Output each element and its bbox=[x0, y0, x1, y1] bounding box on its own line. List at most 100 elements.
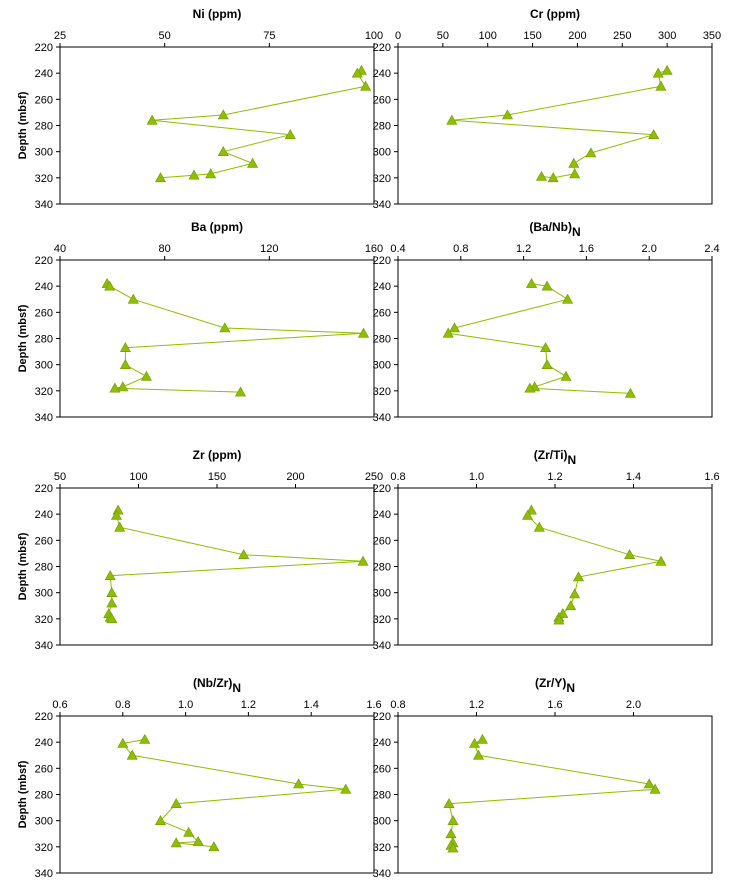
panel-8-frame bbox=[397, 715, 713, 874]
panel-2: Cr (ppm) 0 50 100 150 200 250 300 350 220 240 260 28… bbox=[373, 7, 722, 211]
panel-8-point-4 bbox=[643, 778, 655, 789]
panel-3-ylabel: Depth (mbsf) bbox=[17, 304, 29, 372]
panel-2-xtick-label: 350 bbox=[703, 30, 721, 42]
panel-5-ytick-label: 300 bbox=[35, 588, 53, 600]
panel-3-point-7 bbox=[119, 359, 131, 370]
panel-7-point-6 bbox=[170, 798, 182, 809]
panel-4-xtick-label: 2.4 bbox=[704, 243, 719, 255]
panel-7-ytick-label: 240 bbox=[35, 737, 53, 749]
panel-8-point-1 bbox=[476, 733, 488, 744]
panel-5-point-3 bbox=[114, 521, 126, 532]
panel-2-xtick-label: 300 bbox=[658, 30, 676, 42]
panel-7-series-line bbox=[121, 739, 346, 848]
panel-5-xtick-label: 250 bbox=[365, 471, 383, 483]
panel-8-ytick-label: 300 bbox=[373, 816, 391, 828]
panel-8-title-sub: N bbox=[566, 681, 575, 695]
panel-1-ytick-label: 260 bbox=[35, 94, 53, 106]
panel-5-xtick-label: 200 bbox=[286, 471, 304, 483]
panel-4-point-5 bbox=[442, 327, 454, 338]
panel-7-point-1 bbox=[139, 733, 151, 744]
panel-5-series-line bbox=[108, 510, 364, 620]
panel-4-point-3 bbox=[562, 293, 574, 304]
panel-8-point-6 bbox=[443, 798, 455, 809]
panel-4-point-7 bbox=[541, 359, 553, 370]
panel-7-ytick-label: 320 bbox=[35, 842, 53, 854]
panel-8-title-main: (Zr/Y) bbox=[535, 676, 566, 690]
panel-8-point-3 bbox=[472, 749, 485, 760]
panel-8-xtick-label: 1.6 bbox=[547, 699, 562, 711]
panel-7-point-3 bbox=[126, 749, 138, 760]
panel-1-point-7 bbox=[217, 146, 229, 156]
panel-5-point-7 bbox=[106, 587, 118, 598]
panel-5-xtick-label: 50 bbox=[54, 471, 66, 483]
panel-8-point-5 bbox=[649, 783, 661, 794]
panel-2-point-5 bbox=[446, 114, 458, 125]
panel-7-title-main: (Nb/Zr) bbox=[193, 676, 232, 690]
panel-5-point-8 bbox=[106, 597, 118, 608]
panel-2-xtick-label: 0 bbox=[395, 30, 401, 42]
panel-1-point-8 bbox=[247, 157, 259, 168]
panel-3-ytick-label: 300 bbox=[35, 360, 53, 372]
panel-4-ytick-label: 340 bbox=[373, 412, 391, 424]
panel-7-point-9 bbox=[192, 835, 204, 846]
panel-7-ytick-label: 260 bbox=[35, 763, 53, 775]
panel-2-ytick-label: 320 bbox=[373, 173, 391, 185]
panel-7-xtick-label: 0.6 bbox=[52, 699, 67, 711]
panel-8-ytick-label: 220 bbox=[373, 711, 391, 723]
panel-7-point-5 bbox=[340, 783, 352, 794]
panel-6-ytick-label: 240 bbox=[373, 509, 391, 521]
panel-2-xtick-label: 50 bbox=[437, 30, 449, 42]
panel-5-point-5 bbox=[357, 555, 369, 566]
panel-5-title-main: Zr (ppm) bbox=[193, 448, 242, 462]
panel-6-point-3 bbox=[533, 521, 545, 532]
panel-7-ytick-label: 220 bbox=[35, 711, 53, 723]
panel-8-title: (Zr/Y)N bbox=[535, 676, 575, 695]
panel-1-title: Ni (ppm) bbox=[193, 7, 242, 21]
panel-4-frame bbox=[397, 259, 713, 418]
panel-2-point-6 bbox=[648, 129, 660, 139]
panel-6-series-line bbox=[526, 509, 662, 621]
panel-4-series-line bbox=[447, 283, 631, 394]
panel-5-point-6 bbox=[104, 570, 116, 581]
panel-4-ytick-label: 320 bbox=[373, 386, 391, 398]
panel-8-xtick-label: 0.8 bbox=[390, 699, 405, 711]
panel-6: (Zr/Ti)N 0.8 1.0 1.2 1.4 1.6 220 240 260 280 300 32… bbox=[373, 448, 720, 652]
panel-7-ytick-label: 340 bbox=[35, 868, 53, 880]
panel-1-series-line bbox=[152, 70, 367, 179]
panel-3-xtick-label: 160 bbox=[365, 243, 383, 255]
panel-1-point-6 bbox=[284, 129, 296, 139]
panel-6-point-5 bbox=[655, 555, 667, 566]
panel-4-xtick-label: 0.8 bbox=[453, 243, 468, 255]
panel-3-point-5 bbox=[357, 327, 370, 338]
panel-4-xtick-label: 1.2 bbox=[516, 243, 531, 255]
panel-4-point-10 bbox=[524, 382, 536, 393]
panel-7-xtick-label: 1.2 bbox=[241, 699, 256, 711]
panel-4-title-main: (Ba/Nb) bbox=[529, 220, 572, 234]
panel-2-xtick-label: 150 bbox=[523, 30, 541, 42]
panel-6-xtick-label: 1.4 bbox=[626, 471, 641, 483]
panel-1-point-11 bbox=[154, 172, 167, 183]
panel-1-point-2 bbox=[351, 67, 363, 78]
panel-6-ytick-label: 300 bbox=[373, 588, 391, 600]
panel-6-point-6 bbox=[572, 571, 585, 582]
panel-3-title: Ba (ppm) bbox=[191, 220, 243, 234]
panel-2-ytick-label: 260 bbox=[373, 94, 391, 106]
panel-8: (Zr/Y)N 0.8 1.2 1.6 2.0 220 240 260 280 300 320 340 bbox=[373, 676, 713, 880]
panel-2-point-9 bbox=[569, 168, 581, 179]
panel-3-point-2 bbox=[104, 280, 116, 291]
panel-5-point-2 bbox=[110, 509, 123, 520]
panel-8-xtick-label: 1.2 bbox=[469, 699, 484, 711]
panel-4-ytick-label: 280 bbox=[373, 334, 391, 346]
panel-3-point-3 bbox=[127, 293, 139, 304]
panel-4-point-4 bbox=[448, 322, 461, 333]
panel-2-point-3 bbox=[655, 80, 667, 91]
panel-3-ytick-label: 260 bbox=[35, 307, 53, 319]
panel-5-ytick-label: 220 bbox=[35, 483, 53, 495]
panel-4-xtick-label: 2.0 bbox=[642, 243, 657, 255]
panel-4-ytick-label: 220 bbox=[373, 255, 391, 267]
panel-2-point-7 bbox=[585, 147, 597, 158]
panel-1-ytick-label: 300 bbox=[35, 147, 53, 159]
panel-8-ytick-label: 240 bbox=[373, 737, 391, 749]
panel-3-xtick-label: 40 bbox=[54, 243, 66, 255]
panel-4-point-2 bbox=[541, 280, 553, 291]
